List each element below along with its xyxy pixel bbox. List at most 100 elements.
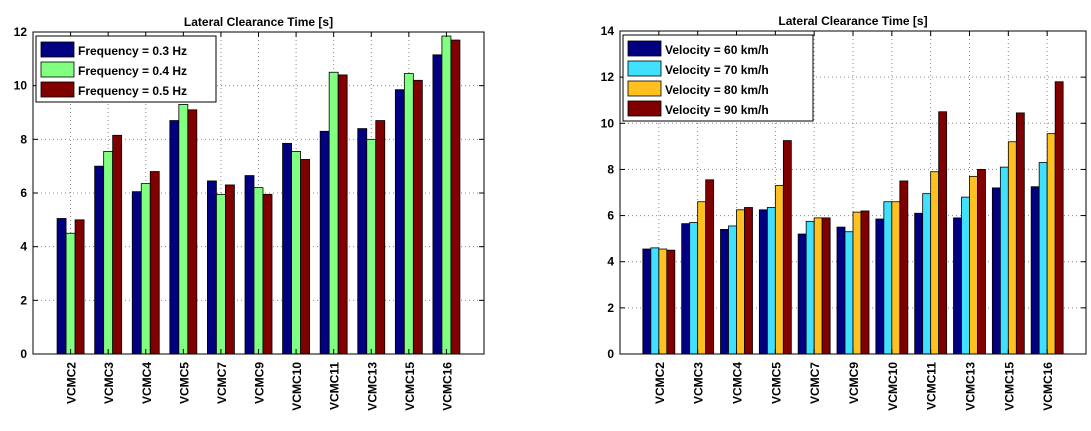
legend-label: Velocity = 90 km/h: [665, 103, 769, 117]
y-tick-label: 8: [20, 132, 27, 146]
y-tick-label: 10: [14, 79, 28, 93]
x-tick-label: VCMC2: [65, 362, 79, 404]
bar: [244, 175, 255, 355]
bar: [813, 217, 823, 355]
bar: [149, 171, 160, 355]
bar: [875, 218, 885, 355]
bar: [744, 207, 753, 355]
bar: [774, 185, 784, 355]
legend-swatch: [627, 100, 662, 117]
bar: [681, 223, 691, 355]
bar: [187, 109, 198, 355]
bar: [938, 111, 948, 355]
chart-title: Lateral Clearance Time [s]: [778, 14, 927, 28]
bar: [1038, 162, 1048, 355]
legend-swatch: [40, 81, 75, 98]
legend-swatch: [40, 41, 75, 58]
chart-velocity: 0 2 4 6 8 10 12 14 VCMC2 VCMC3 VCMC4 VCMC5 VCMC7 VCMC…: [545, 0, 1091, 426]
bar: [432, 54, 443, 355]
legend-label: Velocity = 70 km/h: [665, 63, 769, 77]
x-tick-label: VCMC13: [964, 362, 978, 411]
bar: [844, 231, 854, 355]
x-tick-label: VCMC5: [177, 362, 191, 404]
chart-title: Lateral Clearance Time [s]: [184, 15, 333, 29]
x-tick-label: VCMC3: [102, 362, 116, 404]
legend: Frequency = 0.3 Hz Frequency = 0.4 Hz Freq…: [35, 35, 217, 103]
bar: [666, 249, 676, 355]
legend-swatch: [627, 60, 662, 77]
bar: [216, 193, 226, 355]
legend-label: Frequency = 0.5 Hz: [78, 84, 187, 98]
bar: [953, 217, 962, 355]
chart-frequency: 0 2 4 6 8 10 12 VCMC2 VCMC3 VCMC4 VCMC5 VCMC7 VCMC9 V…: [0, 0, 545, 426]
y-tick-label: 12: [601, 70, 615, 84]
bar: [253, 187, 264, 355]
bar: [642, 248, 652, 355]
x-tick-label: VCMC9: [253, 362, 267, 404]
y-tick-label: 0: [20, 347, 27, 361]
x-tick-label: VCMC15: [1002, 362, 1016, 411]
bar: [805, 220, 815, 355]
bar: [991, 187, 1001, 355]
bar: [65, 232, 76, 355]
bar: [1030, 186, 1040, 355]
x-tick-label: VCMC11: [328, 362, 342, 410]
bar: [337, 74, 348, 355]
bar: [441, 35, 452, 355]
bar: [169, 120, 180, 355]
bar: [1054, 81, 1064, 355]
bar: [282, 142, 292, 355]
bar: [366, 138, 377, 355]
bar: [891, 201, 901, 355]
y-tick-label: 14: [601, 24, 615, 38]
legend-swatch: [627, 40, 662, 57]
bar: [450, 39, 461, 355]
bar: [56, 218, 67, 355]
bar: [291, 151, 301, 355]
bar: [782, 140, 792, 355]
x-tick-label: VCMC15: [403, 362, 417, 411]
bar: [860, 210, 870, 355]
bar: [112, 134, 123, 355]
bar: [922, 193, 932, 355]
bar: [1007, 141, 1017, 355]
y-tick-label: 10: [601, 116, 615, 130]
bar: [94, 165, 105, 355]
bar: [131, 191, 142, 355]
chart-frequency-svg: 0 2 4 6 8 10 12 VCMC2 VCMC3 VCMC4 VCMC5 VCMC7 VCMC9 V…: [14, 15, 485, 411]
bar: [797, 233, 807, 355]
bar: [977, 169, 986, 355]
x-tick-label: VCMC16: [1041, 362, 1055, 411]
legend-label: Frequency = 0.3 Hz: [78, 44, 187, 58]
x-tick-label: VCMC10: [290, 362, 304, 411]
bar: [357, 128, 368, 355]
bar: [650, 247, 660, 355]
bar: [1046, 133, 1056, 355]
x-tick-label: VCMC7: [215, 362, 229, 404]
bar: [300, 159, 310, 355]
bar: [375, 120, 386, 355]
y-tick-label: 8: [607, 162, 614, 176]
legend-label: Velocity = 80 km/h: [665, 83, 769, 97]
x-tick-label: VCMC9: [847, 362, 861, 404]
bar: [412, 79, 423, 355]
bar: [207, 180, 217, 355]
bar: [736, 209, 745, 355]
bar: [403, 73, 414, 355]
y-tick-label: 2: [20, 293, 27, 307]
y-tick-label: 6: [20, 186, 27, 200]
bar: [319, 130, 330, 355]
x-tick-label: VCMC3: [692, 362, 706, 404]
legend: Velocity = 60 km/h Velocity = 70 km/h Velo…: [622, 34, 814, 122]
bar: [394, 89, 405, 355]
bar: [705, 179, 715, 355]
legend-swatch: [627, 80, 662, 97]
bar: [930, 171, 940, 355]
x-tick-label: VCMC5: [769, 362, 783, 404]
x-tick-label: VCMC16: [440, 362, 454, 411]
bar: [728, 225, 737, 355]
bar: [103, 151, 114, 355]
x-tick-label: VCMC13: [365, 362, 379, 411]
y-tick-label: 4: [607, 255, 614, 269]
bar: [999, 166, 1009, 355]
